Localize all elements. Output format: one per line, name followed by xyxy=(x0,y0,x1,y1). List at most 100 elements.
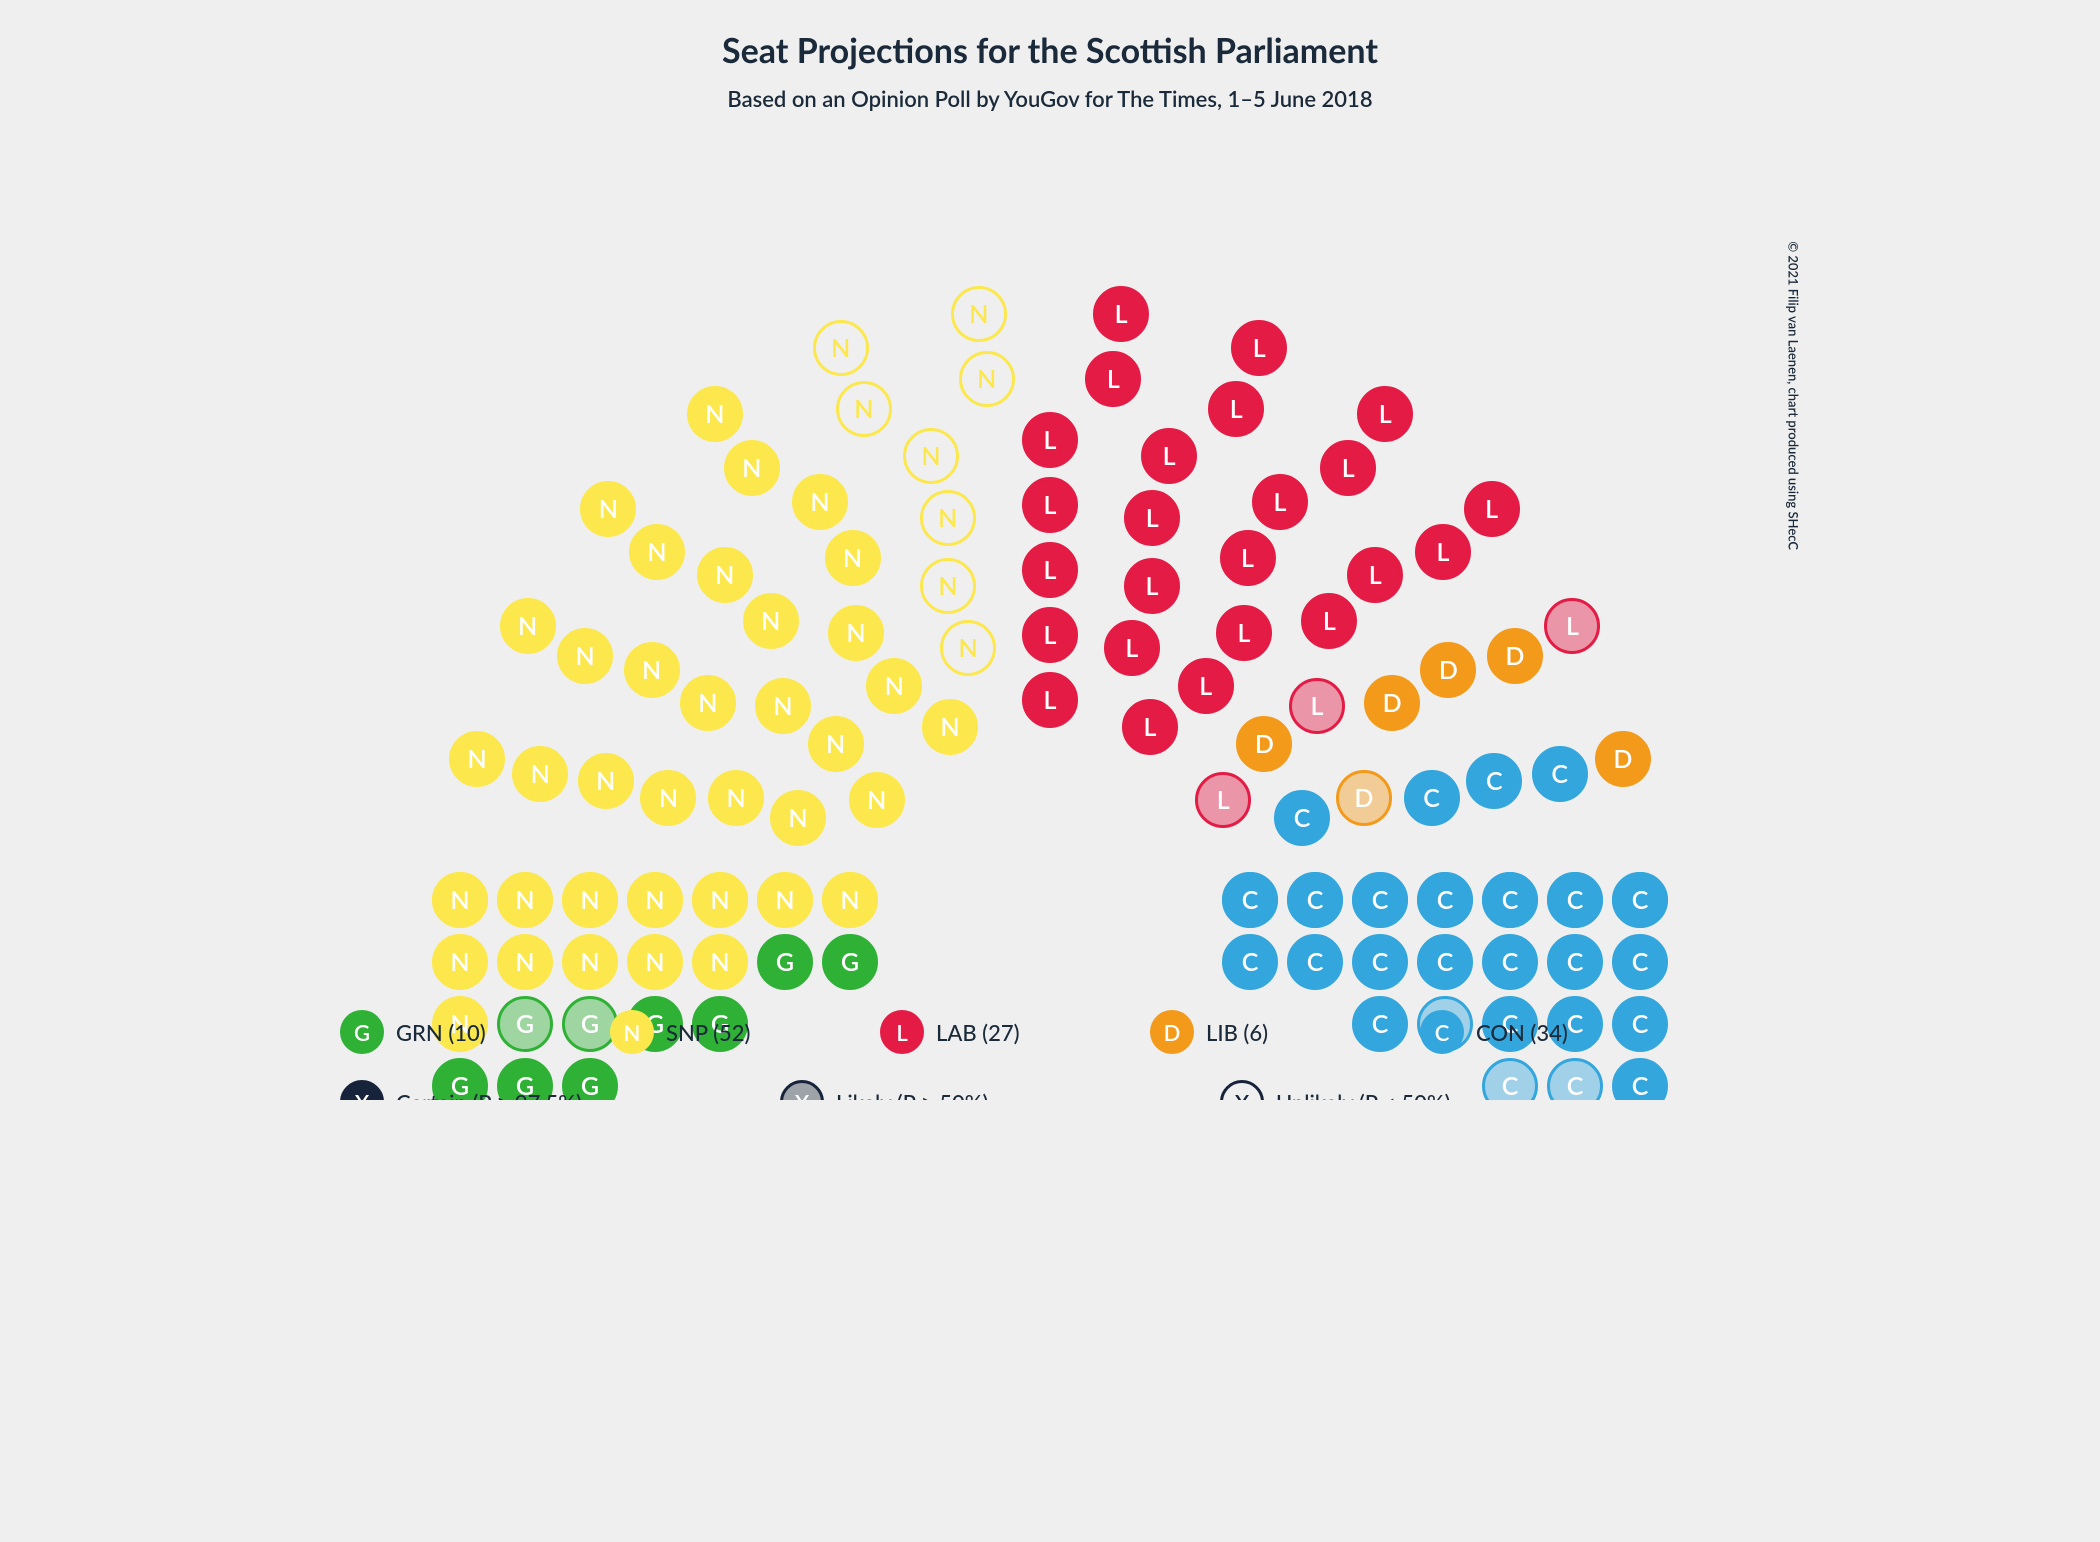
seat-snp: N xyxy=(557,628,613,684)
seat-snp: N xyxy=(813,320,869,376)
seat-lab: L xyxy=(1252,474,1308,530)
legend-label: Unlikely (P < 50%) xyxy=(1276,1089,1451,1101)
seat-lab: L xyxy=(1104,620,1160,676)
seat-lab: L xyxy=(1124,490,1180,546)
seat-snp: N xyxy=(512,746,568,802)
seat-lib: D xyxy=(1336,770,1392,826)
seat-con: C xyxy=(1612,1058,1668,1100)
seat-snp: N xyxy=(500,598,556,654)
legend-party-lab: LLAB (27) xyxy=(880,1010,1020,1054)
seat-con: C xyxy=(1404,770,1460,826)
seat-lab: L xyxy=(1357,386,1413,442)
legend-label: LAB (27) xyxy=(936,1019,1020,1046)
legend-certainty: X Likely (P ≥ 50%) xyxy=(780,1080,988,1100)
seat-con: C xyxy=(1482,1058,1538,1100)
seat-lab: L xyxy=(1022,542,1078,598)
seat-snp: N xyxy=(449,731,505,787)
seat-lab: L xyxy=(1347,547,1403,603)
seat-snp: N xyxy=(903,428,959,484)
seat-snp: N xyxy=(757,872,813,928)
seat-lib: D xyxy=(1595,731,1651,787)
legend-chip: C xyxy=(1420,1010,1464,1054)
seat-snp: N xyxy=(640,770,696,826)
seat-snp: N xyxy=(692,872,748,928)
legend-label: GRN (10) xyxy=(396,1019,486,1046)
seat-lab: L xyxy=(1301,593,1357,649)
legend-chip: X xyxy=(780,1080,824,1100)
seat-grn: G xyxy=(822,934,878,990)
seat-snp: N xyxy=(828,605,884,661)
legend-label: Likely (P ≥ 50%) xyxy=(836,1089,988,1101)
seat-con: C xyxy=(1417,934,1473,990)
legend-party-lib: D LIB (6) xyxy=(1150,1010,1268,1054)
seat-lab: L xyxy=(1022,672,1078,728)
seat-snp: N xyxy=(770,790,826,846)
legend-chip: X xyxy=(1220,1080,1264,1100)
seat-lab: L xyxy=(1195,772,1251,828)
seat-con: C xyxy=(1612,934,1668,990)
seat-con: C xyxy=(1482,934,1538,990)
seat-snp: N xyxy=(627,934,683,990)
seat-lab: L xyxy=(1178,658,1234,714)
seat-lab: L xyxy=(1544,598,1600,654)
legend-party-con: CCON (34) xyxy=(1420,1010,1568,1054)
page-subtitle: Based on an Opinion Poll by YouGov for T… xyxy=(300,85,1800,112)
seat-snp: N xyxy=(562,934,618,990)
seat-con: C xyxy=(1417,872,1473,928)
seat-con: C xyxy=(1287,934,1343,990)
seat-snp: N xyxy=(497,934,553,990)
legend-label: LIB (6) xyxy=(1206,1019,1268,1046)
page-title: Seat Projections for the Scottish Parlia… xyxy=(300,30,1800,71)
seat-lab: L xyxy=(1289,678,1345,734)
seat-con: C xyxy=(1612,872,1668,928)
seat-grn: G xyxy=(757,934,813,990)
legend-chip: D xyxy=(1150,1010,1194,1054)
seat-lab: L xyxy=(1208,381,1264,437)
seat-con: C xyxy=(1532,746,1588,802)
seat-snp: N xyxy=(922,699,978,755)
seat-snp: N xyxy=(629,524,685,580)
seat-lab: L xyxy=(1022,412,1078,468)
seat-snp: N xyxy=(836,381,892,437)
seat-snp: N xyxy=(920,490,976,546)
seat-lib: D xyxy=(1487,628,1543,684)
legend-party-grn: GGRN (10) xyxy=(340,1010,486,1054)
seat-con: C xyxy=(1482,872,1538,928)
seat-snp: N xyxy=(959,351,1015,407)
seat-lib: D xyxy=(1236,716,1292,772)
seat-snp: N xyxy=(497,872,553,928)
seat-snp: N xyxy=(792,474,848,530)
seat-lib: D xyxy=(1420,642,1476,698)
seat-con: C xyxy=(1274,790,1330,846)
seat-snp: N xyxy=(743,593,799,649)
seat-con: C xyxy=(1547,872,1603,928)
seat-snp: N xyxy=(562,872,618,928)
legend-label: SNP (52) xyxy=(666,1019,750,1046)
seat-snp: N xyxy=(687,386,743,442)
seat-snp: N xyxy=(578,753,634,809)
seat-con: C xyxy=(1466,753,1522,809)
seat-con: C xyxy=(1222,872,1278,928)
seat-con: C xyxy=(1612,996,1668,1052)
seat-snp: N xyxy=(951,286,1007,342)
seat-snp: N xyxy=(432,934,488,990)
seat-con: C xyxy=(1352,872,1408,928)
seat-snp: N xyxy=(708,770,764,826)
seat-con: C xyxy=(1547,934,1603,990)
seat-lab: L xyxy=(1085,351,1141,407)
seat-snp: N xyxy=(724,440,780,496)
seat-snp: N xyxy=(920,558,976,614)
legend-certainty: XCertain (P ≥ 97.5%) xyxy=(340,1080,582,1100)
seat-snp: N xyxy=(627,872,683,928)
seat-snp: N xyxy=(808,716,864,772)
seat-lib: D xyxy=(1364,675,1420,731)
seat-lab: L xyxy=(1093,286,1149,342)
seat-con: C xyxy=(1547,1058,1603,1100)
legend-certainty: X Unlikely (P < 50%) xyxy=(1220,1080,1451,1100)
seat-snp: N xyxy=(755,678,811,734)
seat-con: C xyxy=(1352,996,1408,1052)
seat-snp: N xyxy=(866,658,922,714)
seat-snp: N xyxy=(580,481,636,537)
seat-lab: L xyxy=(1022,477,1078,533)
seat-lab: L xyxy=(1231,320,1287,376)
